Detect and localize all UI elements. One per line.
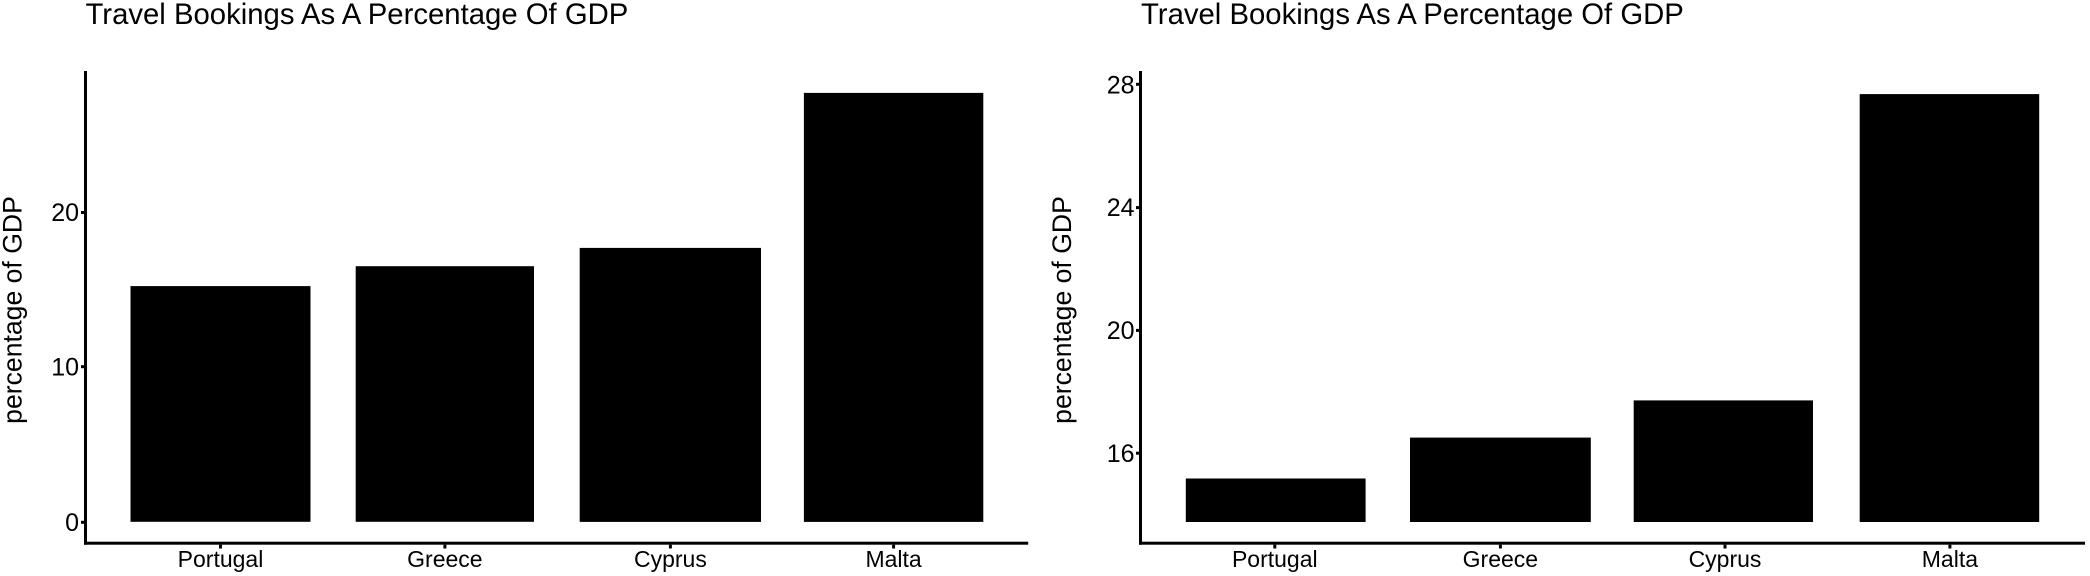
svg-text:Travel Bookings As A Percentag: Travel Bookings As A Percentage Of GDP [86, 0, 629, 31]
svg-text:percentage of GDP: percentage of GDP [1047, 196, 1077, 424]
svg-text:Greece: Greece [407, 546, 482, 572]
svg-text:0: 0 [65, 509, 79, 537]
svg-text:10: 10 [51, 353, 79, 381]
svg-text:20: 20 [1107, 317, 1135, 345]
svg-text:percentage of GDP: percentage of GDP [0, 196, 28, 424]
svg-text:Malta: Malta [865, 546, 921, 572]
svg-text:28: 28 [1107, 71, 1135, 99]
svg-text:Cyprus: Cyprus [634, 546, 707, 572]
svg-text:24: 24 [1107, 194, 1135, 222]
svg-text:20: 20 [51, 199, 79, 227]
svg-text:16: 16 [1107, 440, 1135, 468]
svg-text:Malta: Malta [1922, 546, 1978, 572]
svg-text:Cyprus: Cyprus [1689, 546, 1762, 572]
svg-text:Greece: Greece [1463, 546, 1538, 572]
svg-text:Portugal: Portugal [1232, 546, 1318, 572]
svg-text:Travel Bookings As A Percentag: Travel Bookings As A Percentage Of GDP [1141, 0, 1684, 31]
svg-text:Portugal: Portugal [178, 546, 264, 572]
